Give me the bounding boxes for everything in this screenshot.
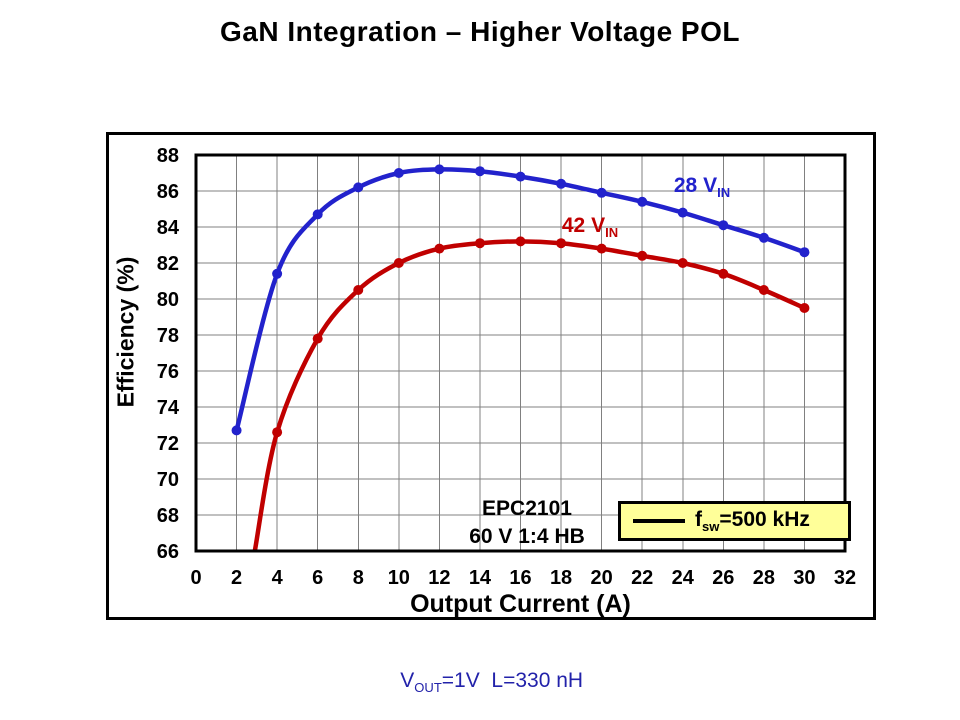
- x-axis-title: Output Current (A): [410, 590, 631, 618]
- legend-label-prefix: f: [695, 507, 702, 531]
- series-label-28vin: 28 VIN: [674, 174, 730, 200]
- legend-label-rest: =500 kHz: [719, 507, 810, 531]
- legend-label: fsw=500 kHz: [695, 508, 810, 534]
- y-axis-title: Efficiency (%): [112, 256, 139, 408]
- annotation-block: EPC2101 60 V 1:4 HB: [469, 495, 585, 551]
- legend-line-swatch: [633, 519, 685, 523]
- series-label-42vin-sub: IN: [605, 225, 619, 241]
- series-label-28vin-sub: IN: [717, 185, 731, 201]
- caption-rest: =1V L=330 nH: [441, 669, 584, 692]
- legend: fsw=500 kHz: [618, 501, 851, 541]
- caption-sub: OUT: [414, 680, 442, 696]
- series-label-42vin: 42 VIN: [562, 214, 618, 240]
- legend-label-sub: sw: [702, 519, 720, 535]
- annotation-device: EPC2101: [482, 497, 572, 520]
- page-title: GaN Integration – Higher Voltage POL: [220, 16, 740, 47]
- caption: VOUT=1V L=330 nH: [0, 645, 960, 719]
- series-label-28vin-text: 28 V: [673, 173, 718, 197]
- series-label-42vin-text: 42 V: [561, 213, 606, 237]
- annotation-topology: 60 V 1:4 HB: [469, 525, 585, 548]
- caption-prefix: V: [400, 669, 415, 692]
